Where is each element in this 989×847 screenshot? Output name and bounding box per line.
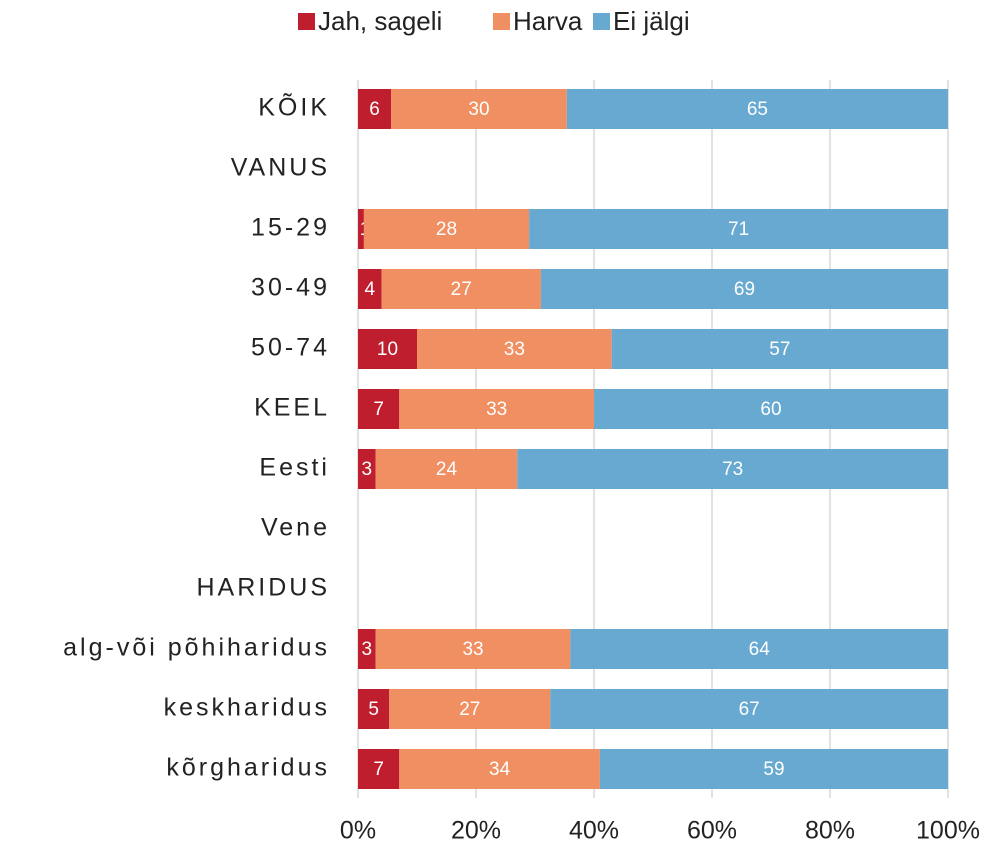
bar-segment [375,449,518,489]
y-tick-label: VANUS [231,154,330,182]
data-label: 10 [377,339,398,360]
data-label: 71 [728,219,749,240]
bar-segment [381,269,541,309]
data-label: 67 [739,699,760,720]
data-label: 27 [459,699,480,720]
bar-segment [599,749,948,789]
bar-segment [399,389,594,429]
bar-segment [358,689,390,729]
data-label: 69 [734,279,755,300]
y-tick-label: 30-49 [251,274,330,302]
y-tick-label: kõrgharidus [166,754,330,782]
data-label: 30 [468,99,489,120]
bar-segment [358,329,417,369]
bar-segment [358,629,376,669]
bar-segment [550,689,948,729]
data-label: 60 [760,399,781,420]
y-tick-label: KÕIK [258,93,330,122]
data-label: 33 [486,399,507,420]
bar-segment [417,329,612,369]
bar-segment [375,629,571,669]
data-label: 6 [369,99,380,120]
x-tick-label: 20% [451,817,501,845]
data-label: 59 [763,759,784,780]
data-label: 7 [373,399,384,420]
data-label: 28 [436,219,457,240]
data-label: 5 [368,699,379,720]
data-label: 33 [462,639,483,660]
data-label: 73 [722,459,743,480]
y-tick-label: KEEL [254,394,330,422]
y-tick-label: 50-74 [251,334,330,362]
legend-label: Jah, sageli [318,6,442,36]
data-label: 24 [436,459,458,480]
data-label: 4 [365,279,376,300]
bar-segment [611,329,948,369]
x-tick-label: 100% [916,817,980,845]
bar-segment [358,269,382,309]
data-label: 3 [362,639,373,660]
y-tick-label: HARIDUS [196,574,330,602]
bar-segment [358,449,376,489]
legend-swatch [493,13,510,30]
bar-segment [358,749,400,789]
data-label: 33 [504,339,525,360]
y-tick-label: keskharidus [164,694,330,722]
data-label: 27 [451,279,472,300]
y-tick-label: 15-29 [251,214,330,242]
bar-segment [389,689,551,729]
y-tick-label: Vene [261,514,330,542]
bar-segment [566,89,948,129]
data-label: 57 [769,339,790,360]
y-tick-label: alg-või põhiharidus [63,634,330,662]
data-label: 34 [489,759,511,780]
data-label: 64 [749,639,771,660]
legend-swatch [298,13,315,30]
legend-label: Ei jälgi [613,6,690,36]
data-label: 3 [362,459,373,480]
bar-segment [594,389,948,429]
bar-segment [529,209,948,249]
bar-segment [391,89,567,129]
legend-swatch [593,13,610,30]
bar-segment [358,89,392,129]
x-tick-label: 60% [687,817,737,845]
y-tick-label: Eesti [259,454,330,482]
data-label: 7 [373,759,384,780]
x-tick-label: 40% [569,817,619,845]
x-tick-label: 0% [340,817,376,845]
bar-segment [540,269,948,309]
bar-segment [517,449,948,489]
bar-segment [358,209,364,249]
bar-segment [358,389,400,429]
bar-segment [570,629,948,669]
bar-segment [399,749,600,789]
legend-label: Harva [513,6,583,36]
data-label: 65 [747,99,768,120]
bar-segment [363,209,530,249]
x-tick-label: 80% [805,817,855,845]
